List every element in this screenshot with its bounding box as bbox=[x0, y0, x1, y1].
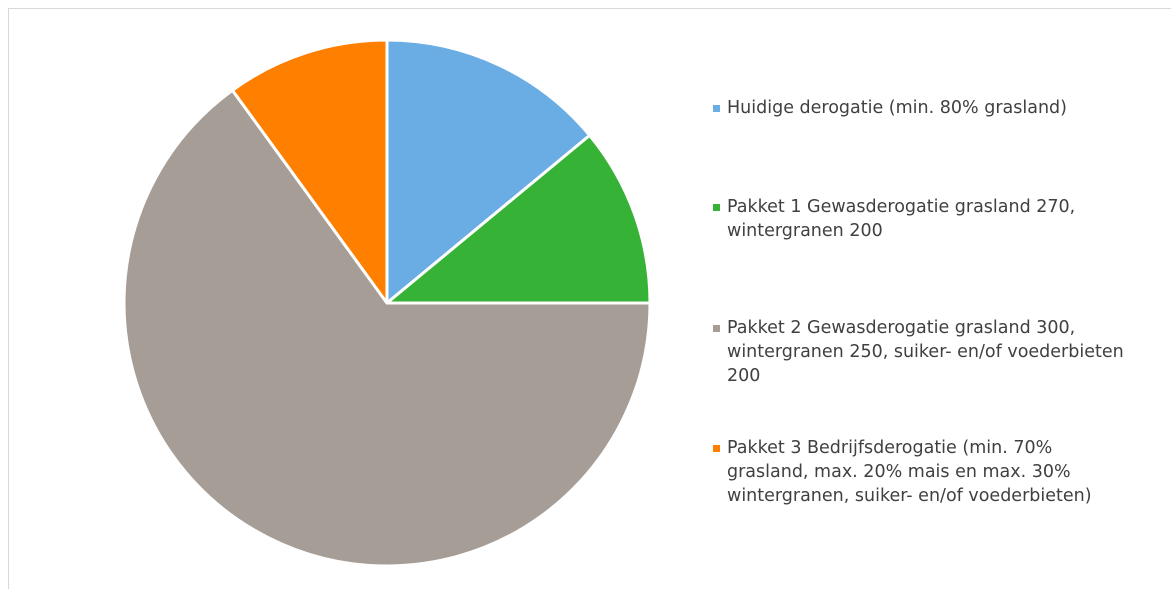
legend-label: Huidige derogatie (min. 80% grasland) bbox=[727, 98, 1067, 118]
legend-swatch bbox=[713, 105, 720, 112]
legend-swatch bbox=[713, 204, 720, 211]
legend-label: Pakket 2 Gewasderogatie grasland 300, wi… bbox=[727, 318, 1124, 386]
legend-item: Pakket 3 Bedrijfsderogatie (min. 70% gra… bbox=[711, 436, 1127, 508]
pie-slice bbox=[385, 133, 652, 305]
pie-slice bbox=[230, 38, 389, 305]
legend-swatch bbox=[713, 325, 720, 332]
pie-slice bbox=[122, 88, 652, 568]
chart-border bbox=[8, 8, 1171, 589]
legend-label: Pakket 1 Gewasderogatie grasland 270, wi… bbox=[727, 197, 1076, 241]
legend-item: Huidige derogatie (min. 80% grasland) bbox=[711, 96, 1171, 120]
legend-label: Pakket 3 Bedrijfsderogatie (min. 70% gra… bbox=[727, 438, 1092, 506]
pie-slice bbox=[385, 38, 592, 305]
legend-item: Pakket 1 Gewasderogatie grasland 270, wi… bbox=[711, 195, 1127, 243]
legend-swatch bbox=[713, 445, 720, 452]
legend-item: Pakket 2 Gewasderogatie grasland 300, wi… bbox=[711, 316, 1127, 388]
